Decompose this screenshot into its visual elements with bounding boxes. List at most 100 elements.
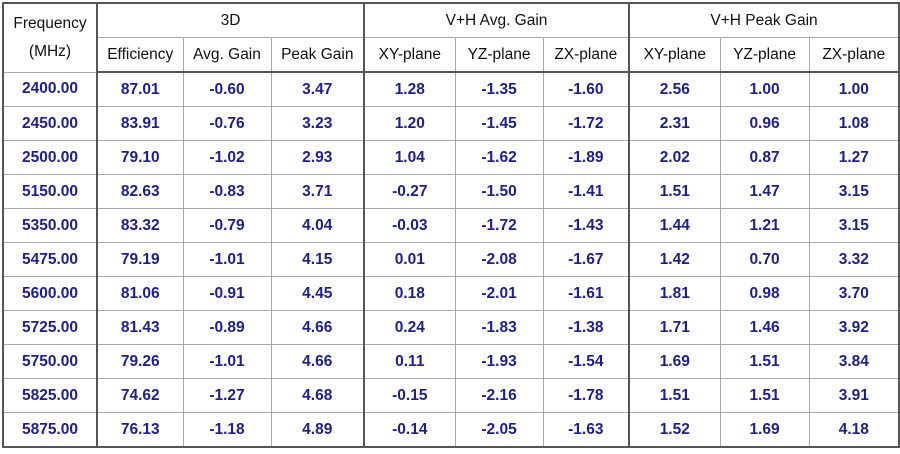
cell-avg-zx-plane: -1.63 xyxy=(542,412,630,448)
cell-efficiency: 81.43 xyxy=(96,310,184,345)
cell-avg-zx-plane: -1.38 xyxy=(542,310,630,345)
cell-avg-xy-plane: -0.14 xyxy=(363,412,456,448)
cell-avg-zx-plane: -1.72 xyxy=(542,106,630,141)
cell-peak-xy-plane: 1.51 xyxy=(628,174,721,209)
table-row: 5750.00 79.26 -1.01 4.66 0.11 -1.93 -1.54 1.69 1… xyxy=(2,344,900,379)
cell-peak-gain: 3.47 xyxy=(270,71,365,107)
column-header-peak-xy-plane: XY-plane xyxy=(628,37,721,73)
cell-avg-gain: -1.27 xyxy=(182,378,272,413)
cell-peak-yz-plane: 0.96 xyxy=(719,106,810,141)
cell-peak-gain: 4.45 xyxy=(270,276,365,311)
cell-efficiency: 83.91 xyxy=(96,106,184,141)
group-header-peak-gain: V+H Peak Gain xyxy=(628,2,900,38)
cell-peak-gain: 2.93 xyxy=(270,140,365,175)
cell-peak-zx-plane: 3.70 xyxy=(808,276,900,311)
table-row: 2400.00 87.01 -0.60 3.47 1.28 -1.35 -1.60 2.56 1… xyxy=(2,71,900,107)
cell-avg-gain: -0.79 xyxy=(182,208,272,243)
cell-avg-yz-plane: -1.72 xyxy=(454,208,544,243)
cell-peak-zx-plane: 3.32 xyxy=(808,242,900,277)
cell-peak-gain: 3.71 xyxy=(270,174,365,209)
cell-frequency: 2450.00 xyxy=(2,106,98,141)
cell-frequency: 5875.00 xyxy=(2,412,98,448)
cell-avg-gain: -1.01 xyxy=(182,344,272,379)
cell-peak-yz-plane: 1.51 xyxy=(719,344,810,379)
cell-avg-xy-plane: 0.24 xyxy=(363,310,456,345)
cell-peak-gain: 3.23 xyxy=(270,106,365,141)
cell-avg-yz-plane: -2.01 xyxy=(454,276,544,311)
cell-peak-gain: 4.04 xyxy=(270,208,365,243)
table-row: 5825.00 74.62 -1.27 4.68 -0.15 -2.16 -1.78 1.51… xyxy=(2,378,900,413)
cell-peak-xy-plane: 1.52 xyxy=(628,412,721,448)
cell-efficiency: 87.01 xyxy=(96,71,184,107)
table-body: 2400.00 87.01 -0.60 3.47 1.28 -1.35 -1.60 2.56 1… xyxy=(2,71,900,448)
cell-avg-yz-plane: -1.62 xyxy=(454,140,544,175)
cell-avg-gain: -1.18 xyxy=(182,412,272,448)
cell-frequency: 2400.00 xyxy=(2,71,98,107)
table-row: 2450.00 83.91 -0.76 3.23 1.20 -1.45 -1.72 2.31 0… xyxy=(2,106,900,141)
column-header-avg-gain: Avg. Gain xyxy=(182,37,272,73)
cell-peak-zx-plane: 3.91 xyxy=(808,378,900,413)
cell-frequency: 5475.00 xyxy=(2,242,98,277)
cell-efficiency: 82.63 xyxy=(96,174,184,209)
column-header-avg-xy-plane: XY-plane xyxy=(363,37,456,73)
cell-peak-yz-plane: 0.98 xyxy=(719,276,810,311)
cell-avg-zx-plane: -1.60 xyxy=(542,71,630,107)
cell-avg-yz-plane: -1.50 xyxy=(454,174,544,209)
cell-avg-xy-plane: -0.03 xyxy=(363,208,456,243)
table-row: 5475.00 79.19 -1.01 4.15 0.01 -2.08 -1.67 1.42 0… xyxy=(2,242,900,277)
table-row: 5350.00 83.32 -0.79 4.04 -0.03 -1.72 -1.43 1.44… xyxy=(2,208,900,243)
cell-efficiency: 76.13 xyxy=(96,412,184,448)
table-row: 5600.00 81.06 -0.91 4.45 0.18 -2.01 -1.61 1.81 0… xyxy=(2,276,900,311)
frequency-header-line2: (MHz) xyxy=(28,42,72,60)
cell-avg-yz-plane: -1.45 xyxy=(454,106,544,141)
table-row: 2500.00 79.10 -1.02 2.93 1.04 -1.62 -1.89 2.02 0… xyxy=(2,140,900,175)
cell-avg-gain: -0.83 xyxy=(182,174,272,209)
cell-peak-gain: 4.68 xyxy=(270,378,365,413)
cell-peak-gain: 4.89 xyxy=(270,412,365,448)
cell-avg-xy-plane: 1.28 xyxy=(363,71,456,107)
cell-frequency: 5725.00 xyxy=(2,310,98,345)
cell-avg-gain: -0.89 xyxy=(182,310,272,345)
cell-peak-xy-plane: 1.51 xyxy=(628,378,721,413)
table-row: 5150.00 82.63 -0.83 3.71 -0.27 -1.50 -1.41 1.51… xyxy=(2,174,900,209)
column-header-peak-gain: Peak Gain xyxy=(270,37,365,73)
cell-peak-yz-plane: 1.47 xyxy=(719,174,810,209)
cell-peak-zx-plane: 1.27 xyxy=(808,140,900,175)
cell-peak-zx-plane: 3.92 xyxy=(808,310,900,345)
cell-avg-yz-plane: -2.16 xyxy=(454,378,544,413)
table-row: 5875.00 76.13 -1.18 4.89 -0.14 -2.05 -1.63 1.52… xyxy=(2,412,900,448)
cell-efficiency: 83.32 xyxy=(96,208,184,243)
column-header-efficiency: Efficiency xyxy=(96,37,184,73)
cell-peak-xy-plane: 1.44 xyxy=(628,208,721,243)
column-header-peak-yz-plane: YZ-plane xyxy=(719,37,810,73)
cell-avg-gain: -1.02 xyxy=(182,140,272,175)
cell-avg-yz-plane: -2.05 xyxy=(454,412,544,448)
cell-avg-xy-plane: 1.04 xyxy=(363,140,456,175)
cell-avg-gain: -0.76 xyxy=(182,106,272,141)
cell-frequency: 5350.00 xyxy=(2,208,98,243)
cell-avg-gain: -1.01 xyxy=(182,242,272,277)
cell-avg-gain: -0.60 xyxy=(182,71,272,107)
cell-peak-xy-plane: 1.69 xyxy=(628,344,721,379)
cell-peak-zx-plane: 1.08 xyxy=(808,106,900,141)
cell-peak-yz-plane: 1.21 xyxy=(719,208,810,243)
cell-avg-gain: -0.91 xyxy=(182,276,272,311)
cell-avg-yz-plane: -1.35 xyxy=(454,71,544,107)
cell-peak-zx-plane: 4.18 xyxy=(808,412,900,448)
cell-peak-zx-plane: 1.00 xyxy=(808,71,900,107)
cell-avg-zx-plane: -1.78 xyxy=(542,378,630,413)
cell-peak-yz-plane: 1.46 xyxy=(719,310,810,345)
cell-avg-xy-plane: 0.01 xyxy=(363,242,456,277)
cell-peak-gain: 4.66 xyxy=(270,344,365,379)
cell-avg-zx-plane: -1.41 xyxy=(542,174,630,209)
group-header-avg-gain: V+H Avg. Gain xyxy=(363,2,630,38)
cell-peak-zx-plane: 3.15 xyxy=(808,174,900,209)
cell-frequency: 5825.00 xyxy=(2,378,98,413)
cell-peak-yz-plane: 0.87 xyxy=(719,140,810,175)
header-group-row: Frequency (MHz) 3D V+H Avg. Gain V+H Pea… xyxy=(2,2,900,73)
cell-peak-yz-plane: 0.70 xyxy=(719,242,810,277)
cell-efficiency: 81.06 xyxy=(96,276,184,311)
cell-avg-yz-plane: -2.08 xyxy=(454,242,544,277)
cell-avg-xy-plane: -0.27 xyxy=(363,174,456,209)
